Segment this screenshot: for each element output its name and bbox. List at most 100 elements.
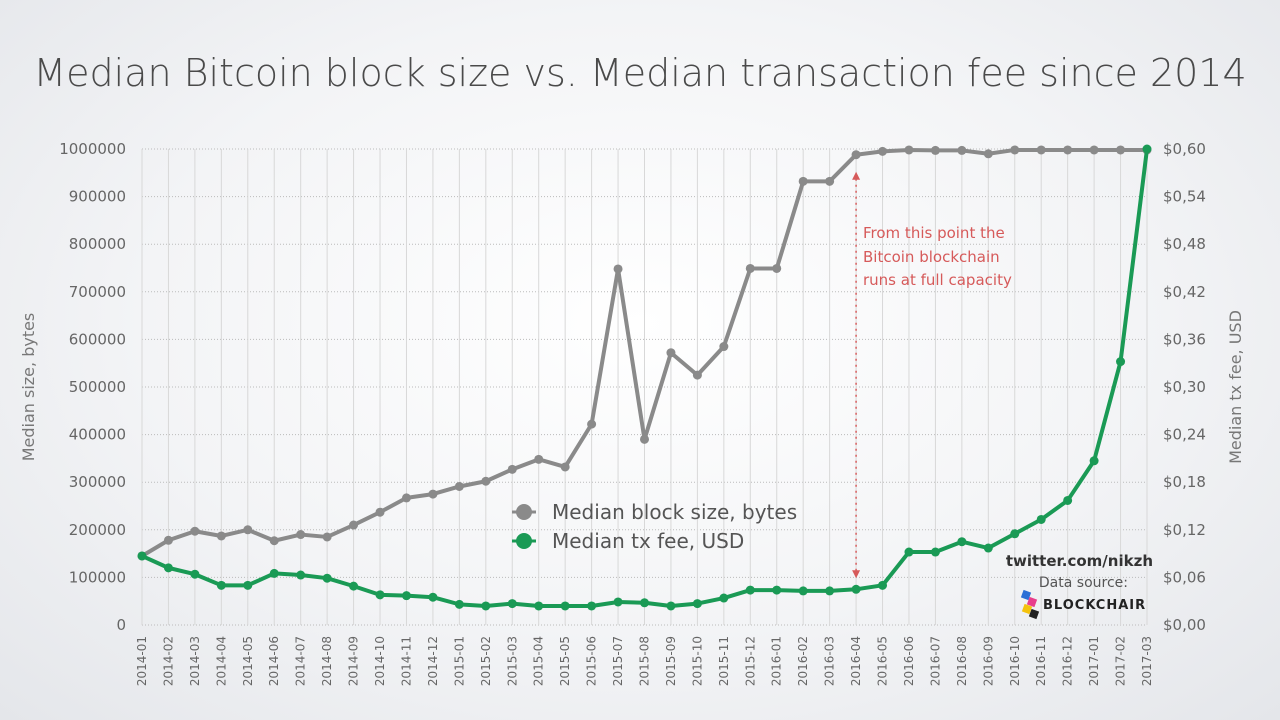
point-tx-fee bbox=[269, 568, 279, 578]
y-right-tick-label: $0,48 bbox=[1163, 235, 1206, 253]
y-right-tick-label: $0,42 bbox=[1163, 283, 1206, 301]
y-axis-left-label: Median size, bytes bbox=[19, 313, 38, 462]
y-left-tick-label: 1000000 bbox=[59, 140, 126, 158]
point-tx-fee bbox=[798, 586, 808, 596]
point-block-size bbox=[375, 507, 385, 517]
point-tx-fee bbox=[1036, 514, 1046, 524]
point-tx-fee bbox=[904, 547, 914, 557]
point-block-size bbox=[190, 526, 200, 536]
point-block-size bbox=[983, 149, 993, 159]
y-left-tick-label: 400000 bbox=[69, 426, 126, 444]
x-tick-label: 2014-02 bbox=[161, 636, 175, 686]
point-tx-fee bbox=[666, 601, 676, 611]
point-tx-fee bbox=[983, 543, 993, 553]
point-tx-fee bbox=[957, 537, 967, 547]
point-block-size bbox=[243, 525, 253, 535]
point-tx-fee bbox=[190, 569, 200, 579]
series-layer bbox=[137, 144, 1152, 611]
y-right-tick-label: $0,36 bbox=[1163, 330, 1206, 348]
point-tx-fee bbox=[1089, 456, 1099, 466]
data-source-label: Data source: bbox=[1039, 575, 1128, 591]
annotation-line-2: Bitcoin blockchain bbox=[863, 248, 1000, 266]
y-axis-left-ticks: 0 100000 200000 300000 400000 500000 600000 700… bbox=[59, 140, 126, 634]
annotation-arrow-up-icon bbox=[852, 171, 861, 180]
point-tx-fee bbox=[772, 585, 782, 595]
point-block-size bbox=[692, 370, 702, 380]
y-left-tick-label: 300000 bbox=[69, 473, 126, 491]
x-tick-label: 2015-12 bbox=[743, 636, 757, 686]
y-left-tick-label: 800000 bbox=[69, 235, 126, 253]
point-tx-fee bbox=[454, 599, 464, 609]
y-axis-right-label: Median tx fee, USD bbox=[1226, 310, 1245, 464]
point-tx-fee bbox=[878, 580, 888, 590]
x-tick-label: 2016-02 bbox=[796, 636, 810, 686]
chart-title: Median Bitcoin block size vs. Median tra… bbox=[33, 51, 1246, 95]
x-tick-label: 2017-01 bbox=[1087, 636, 1101, 686]
point-block-size bbox=[587, 419, 597, 429]
x-tick-label: 2014-05 bbox=[241, 636, 255, 686]
x-tick-label: 2015-01 bbox=[452, 636, 466, 686]
annotation-line-1: From this point the bbox=[863, 224, 1005, 242]
point-tx-fee bbox=[613, 597, 623, 607]
point-tx-fee bbox=[560, 601, 570, 611]
point-tx-fee bbox=[692, 599, 702, 609]
point-tx-fee bbox=[296, 570, 306, 580]
point-block-size bbox=[1063, 145, 1073, 155]
point-tx-fee bbox=[930, 547, 940, 557]
x-tick-label: 2016-11 bbox=[1034, 636, 1048, 686]
twitter-credit: twitter.com/nikzh bbox=[1006, 552, 1153, 570]
point-block-size bbox=[878, 146, 888, 156]
x-tick-label: 2014-11 bbox=[399, 636, 413, 686]
point-tx-fee bbox=[1142, 144, 1152, 154]
y-left-tick-label: 900000 bbox=[69, 188, 126, 206]
point-block-size bbox=[825, 176, 835, 186]
point-tx-fee bbox=[1063, 495, 1073, 505]
point-block-size bbox=[640, 434, 649, 444]
point-block-size bbox=[930, 145, 940, 155]
x-tick-label: 2014-03 bbox=[188, 636, 202, 686]
point-block-size bbox=[349, 520, 359, 530]
y-axis-right-ticks: $0,00 $0,06 $0,12 $0,18 $0,24 $0,30 $0,36 $0,42… bbox=[1163, 140, 1206, 634]
y-left-tick-label: 700000 bbox=[69, 283, 126, 301]
x-tick-label: 2014-04 bbox=[214, 636, 228, 686]
point-block-size bbox=[454, 481, 464, 491]
x-tick-label: 2014-06 bbox=[267, 636, 281, 686]
point-block-size bbox=[401, 493, 411, 503]
legend-label-block-size: Median block size, bytes bbox=[552, 500, 797, 524]
x-tick-label: 2015-08 bbox=[638, 636, 652, 686]
blockchair-brand: BLOCKCHAIR bbox=[1043, 598, 1146, 613]
grid bbox=[141, 148, 1148, 626]
x-tick-label: 2017-03 bbox=[1140, 636, 1154, 686]
x-tick-label: 2014-08 bbox=[320, 636, 334, 686]
x-tick-label: 2016-03 bbox=[823, 636, 837, 686]
y-left-tick-label: 100000 bbox=[69, 568, 126, 586]
point-block-size bbox=[507, 464, 517, 474]
point-tx-fee bbox=[1116, 357, 1126, 367]
x-tick-label: 2015-05 bbox=[558, 636, 572, 686]
y-right-tick-label: $0,60 bbox=[1163, 140, 1206, 158]
point-tx-fee bbox=[137, 551, 147, 561]
x-tick-label: 2015-11 bbox=[717, 636, 731, 686]
x-tick-label: 2015-10 bbox=[690, 636, 704, 686]
annotation-arrow-down-icon bbox=[852, 570, 861, 579]
legend-label-tx-fee: Median tx fee, USD bbox=[552, 529, 744, 553]
point-tx-fee bbox=[428, 592, 438, 602]
x-tick-label: 2015-06 bbox=[585, 636, 599, 686]
x-tick-label: 2014-09 bbox=[347, 636, 361, 686]
point-tx-fee bbox=[375, 590, 385, 600]
legend-marker-block-size bbox=[516, 504, 532, 520]
point-tx-fee bbox=[534, 601, 544, 611]
point-tx-fee bbox=[243, 580, 253, 590]
point-block-size bbox=[851, 150, 861, 160]
point-block-size bbox=[904, 145, 914, 155]
credits: twitter.com/nikzh Data source: BLOCKCHAI… bbox=[1006, 552, 1153, 620]
point-block-size bbox=[163, 535, 173, 545]
x-tick-label: 2014-10 bbox=[373, 636, 387, 686]
blockchair-logo-icon bbox=[1020, 589, 1040, 620]
point-block-size bbox=[957, 145, 967, 155]
x-tick-label: 2015-09 bbox=[664, 636, 678, 686]
annotation-line-3: runs at full capacity bbox=[863, 271, 1012, 289]
point-block-size bbox=[666, 348, 676, 358]
point-tx-fee bbox=[216, 580, 226, 590]
